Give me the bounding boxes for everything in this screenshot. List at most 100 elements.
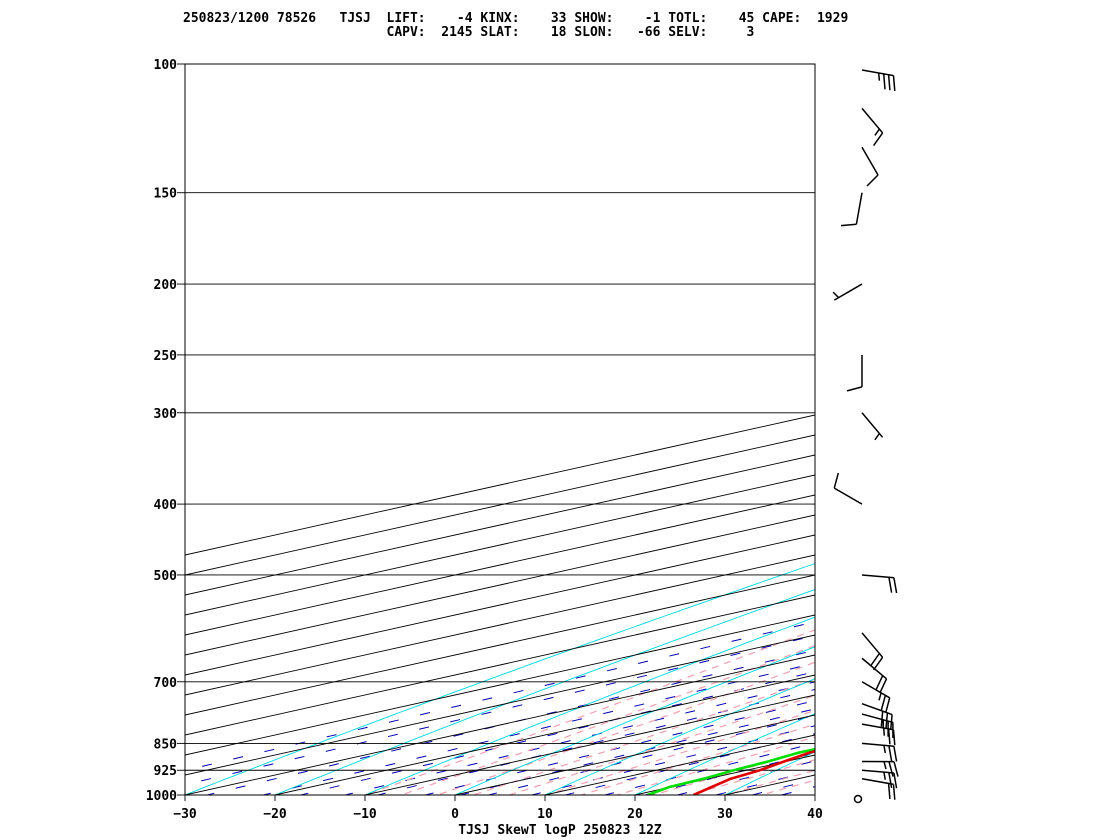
dry-adiabat-line [876,64,1120,811]
wind-barb-glyph [861,69,896,92]
dry-adiabat-line [185,563,815,795]
wind-barb-glyph [846,354,863,392]
isotherm-line [274,674,815,795]
wind-barb-glyph [861,760,899,777]
wind-barb [861,702,893,731]
wind-barb [861,69,896,92]
moist-adiabats [363,629,815,795]
mixing-ratio-line [643,752,815,795]
wind-barb-glyph [861,723,896,746]
isotherm-line [185,634,815,776]
isotherm-line [185,654,815,795]
header-indices-line2: CAPV: 2145 SLAT: 18 SLON: -66 SELV: 3 [183,25,754,40]
isotherms [185,414,815,795]
dry-adiabat-line [363,616,815,795]
isotherm-line [185,534,815,676]
pressure-tick-label: 500 [154,569,178,584]
wind-barb-glyph [861,702,893,731]
moist-adiabat-line [614,736,815,795]
mixing-ratio-line [298,671,815,795]
wind-barb-glyph [861,146,879,187]
wind-barb [861,713,894,738]
mixing-ratio-line [205,649,815,795]
isotherm-line [364,694,815,795]
wind-barb-glyph [861,769,898,789]
wind-barb [861,769,898,789]
isotherm-line [185,414,815,556]
dry-adiabat-line [723,751,815,795]
wind-barb [861,777,896,800]
wind-barb-glyph [861,574,898,594]
wind-barbs [832,69,899,804]
wind-barb-glyph [861,713,894,738]
dry-adiabat-line [1059,64,1120,811]
pressure-tick-label: 850 [154,737,178,752]
moist-adiabat-line [399,645,815,795]
plot-frame [184,63,816,796]
temperature-tick-label: −10 [353,807,377,822]
wind-barb [861,107,884,147]
moist-adiabat-line [722,769,815,795]
isotherm-line [724,774,815,795]
mixing-ratio-line [779,786,815,795]
dry-adiabat-line [543,678,815,795]
pressure-tick-labels: 100 150 200 250 300 400 500 700 850 925 1000 [146,58,177,804]
background-lines [185,64,1120,811]
pressure-tick-label: 200 [154,278,178,293]
dry-adiabat-line [633,713,815,795]
wind-barb [861,723,896,746]
wind-barb [833,472,863,505]
wind-barb-glyph [861,777,896,800]
dry-adiabat-line [453,646,815,795]
pressure-tick-label: 400 [154,498,178,513]
wind-barb-glyph [861,657,888,694]
dry-adiabat-line [273,589,815,795]
wind-barb [861,146,879,187]
moist-adiabat-line [507,694,815,795]
temperature-tick-label: −30 [173,807,197,822]
temperature-tick-label: −20 [263,807,287,822]
wind-barb-glyph [861,681,891,713]
moist-adiabat-line [650,748,815,795]
isotherm-line [544,734,815,795]
wind-barb-glyph [861,107,884,147]
wind-barb [846,354,863,392]
pressure-tick-label: 300 [154,407,178,422]
isotherm-line [185,614,815,756]
wind-barb [832,283,863,301]
calm-wind-circle [853,794,863,804]
wind-barb [861,657,888,694]
wind-barb [861,742,898,762]
wind-barb-glyph [861,412,884,441]
pressure-tick-label: 250 [154,349,178,364]
isotherm-line [814,794,815,795]
isotherm-line [185,554,815,696]
wind-barb-glyph [861,632,884,671]
wind-barb-glyph [832,283,863,301]
dry-adiabat-line [967,64,1120,811]
temperature-tick-label: 40 [807,807,823,822]
moist-adiabat-line [435,661,815,795]
pressure-tick-label: 700 [154,676,178,691]
temperature-tick-label: 10 [537,807,553,822]
pressure-tick-label: 150 [154,187,178,202]
chart-title: TJSJ SkewT logP 250823 12Z [458,823,662,838]
wind-barb [861,574,898,594]
wind-barb [861,632,884,671]
wind-barb-glyph [840,192,863,227]
wind-barb [853,794,863,804]
isotherm-line [185,594,815,736]
wind-barb [840,192,863,227]
temperature-profile-line [692,749,815,795]
dry-adiabat-line [814,794,815,795]
isotherm-line [185,574,815,716]
mixing-ratio-line [714,769,815,795]
temperature-tick-labels: −30 −20 −10 0 10 20 30 40 [173,795,823,822]
pressure-tick-label: 100 [154,58,178,73]
temperature-tick-label: 0 [451,807,459,822]
wind-barb [861,760,899,777]
pressure-tick-label: 925 [154,764,177,779]
mixing-ratio-line [563,733,815,795]
pressure-tick-label: 1000 [146,789,177,804]
